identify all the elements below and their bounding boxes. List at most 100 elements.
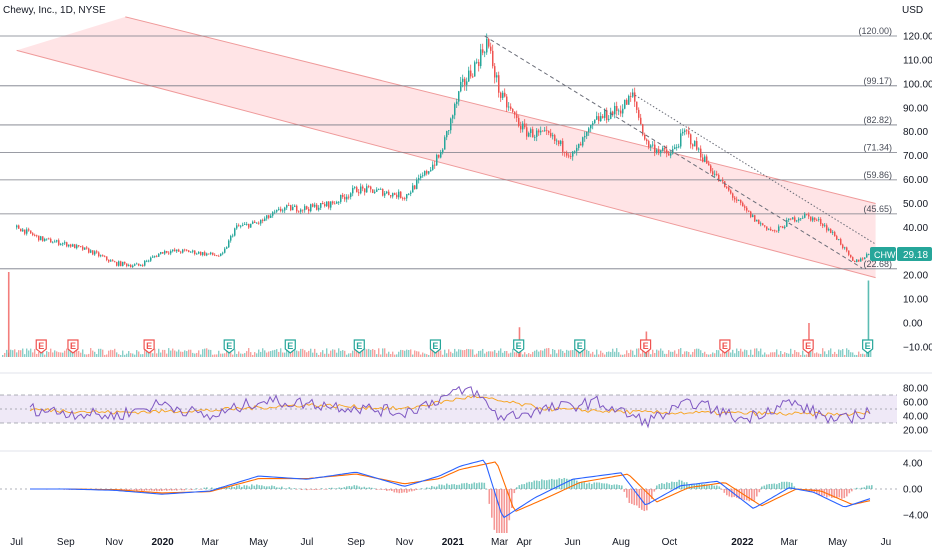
candle-body xyxy=(462,78,464,82)
candle-body xyxy=(324,204,326,207)
volume-bar xyxy=(562,350,564,357)
macd-pane[interactable] xyxy=(0,459,897,550)
candle-body xyxy=(830,229,832,233)
volume-bar xyxy=(736,348,738,357)
volume-bar xyxy=(522,354,524,357)
volume-bar xyxy=(506,351,508,357)
volume-bar xyxy=(450,351,452,357)
volume-bar xyxy=(314,348,316,357)
macd-histogram-bar xyxy=(166,489,168,491)
candle-body xyxy=(666,149,668,154)
candle-body xyxy=(558,140,560,145)
candle-body xyxy=(502,92,504,98)
macd-histogram-bar xyxy=(771,483,773,489)
volume-bar xyxy=(400,349,402,357)
earnings-marker[interactable]: E xyxy=(802,339,814,354)
earnings-marker[interactable]: E xyxy=(719,339,731,354)
candle-body xyxy=(688,130,690,135)
volume-bar xyxy=(174,350,176,357)
price-pane[interactable]: (120.00) (99.17) (82.82) (71.34) (59.86) (45.… xyxy=(0,16,897,357)
volume-bar xyxy=(860,353,862,357)
macd-histogram-bar xyxy=(491,489,493,518)
candle-body xyxy=(316,204,318,210)
candle-body xyxy=(626,99,628,105)
candle-body xyxy=(98,252,100,257)
macd-histogram-bar xyxy=(538,481,541,489)
volume-bar xyxy=(854,354,856,357)
volume-bar xyxy=(190,349,192,357)
earnings-marker[interactable]: E xyxy=(284,339,296,354)
volume-bar xyxy=(514,352,516,357)
price-tick-label: 80.00 xyxy=(903,127,928,138)
volume-bar xyxy=(54,350,56,357)
candle-body xyxy=(434,164,436,166)
earnings-marker[interactable]: E xyxy=(353,339,365,354)
macd-histogram-bar xyxy=(441,484,443,489)
volume-bar xyxy=(330,350,332,357)
volume-bar xyxy=(624,354,626,357)
candle-body xyxy=(814,217,816,220)
volume-bar xyxy=(738,351,740,357)
candle-body xyxy=(524,123,526,128)
candle-body xyxy=(828,229,830,231)
earnings-marker[interactable]: E xyxy=(574,339,586,354)
earnings-marker[interactable]: E xyxy=(35,339,47,354)
earnings-marker[interactable]: E xyxy=(429,339,442,354)
volume-bar xyxy=(74,348,76,357)
volume-bar xyxy=(794,350,796,357)
candle-body xyxy=(248,223,250,228)
volume-bar xyxy=(144,348,146,357)
candle-body xyxy=(588,128,590,133)
earnings-marker[interactable]: E xyxy=(67,339,79,354)
macd-histogram-bar xyxy=(726,489,728,496)
volume-bar xyxy=(340,350,342,357)
price-axis[interactable]: 120.00 110.00 100.00 90.00 80.00 70.00 60.00 50… xyxy=(903,32,932,522)
volume-bar xyxy=(520,351,522,357)
candle-body xyxy=(832,232,834,233)
macd-histogram-bar xyxy=(338,487,341,489)
volume-bar xyxy=(834,351,836,357)
macd-histogram-bar xyxy=(793,486,796,489)
macd-histogram-bar xyxy=(228,487,231,489)
candle-body xyxy=(150,257,152,261)
volume-bar xyxy=(750,349,752,357)
candle-body xyxy=(572,151,574,157)
macd-histogram-bar xyxy=(571,479,573,489)
volume-bar xyxy=(486,351,488,357)
volume-bar xyxy=(34,349,36,357)
earnings-marker[interactable]: E xyxy=(143,339,155,354)
volume-bar xyxy=(560,349,562,357)
volume-bar xyxy=(186,351,188,357)
candle-body xyxy=(758,219,760,224)
volume-bar xyxy=(390,354,392,357)
candle-body xyxy=(476,61,478,63)
earnings-marker[interactable]: E xyxy=(639,339,652,354)
volume-bar xyxy=(166,353,168,357)
volume-bar xyxy=(758,351,760,357)
candle-body xyxy=(764,225,766,227)
earnings-marker[interactable]: E xyxy=(862,339,874,354)
candle-body xyxy=(36,235,38,237)
macd-histogram-bar xyxy=(351,486,353,489)
macd-histogram-bar xyxy=(138,489,141,491)
candle-body xyxy=(514,111,516,115)
macd-histogram-bar xyxy=(648,489,651,505)
candle-body xyxy=(498,75,500,93)
candle-body xyxy=(382,189,384,196)
volume-bar xyxy=(680,348,682,357)
volume-bar xyxy=(594,354,596,357)
candle-body xyxy=(314,204,316,207)
volume-bar xyxy=(444,349,446,357)
candle-body xyxy=(640,117,642,125)
level-label: (71.34) xyxy=(863,142,892,152)
rsi-pane[interactable] xyxy=(0,385,897,429)
candle-body xyxy=(442,149,444,153)
candle-body xyxy=(362,186,364,189)
time-axis[interactable]: Jul Sep Nov 2020 Mar May Jul Sep Nov 2021 Mar Apr Ju… xyxy=(10,537,891,548)
earnings-marker[interactable]: E xyxy=(223,339,235,354)
earnings-marker-label: E xyxy=(805,341,811,351)
volume-bar xyxy=(698,348,700,357)
earnings-marker[interactable]: E xyxy=(513,339,525,354)
